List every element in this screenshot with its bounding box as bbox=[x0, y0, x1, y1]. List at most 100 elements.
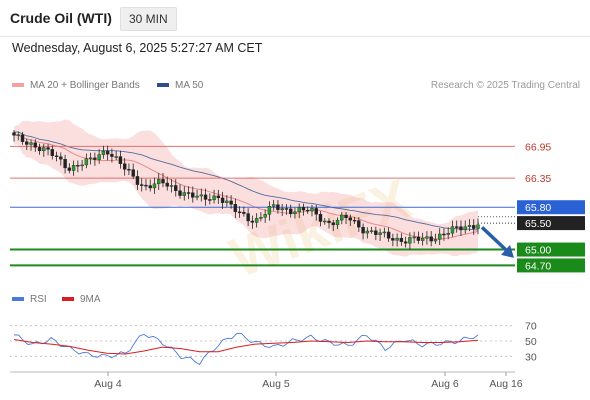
candle-body bbox=[191, 192, 195, 198]
candle-body bbox=[382, 231, 387, 234]
ma20-line bbox=[13, 134, 479, 240]
candle-body bbox=[306, 209, 310, 212]
candle-body bbox=[442, 233, 446, 236]
candle-body bbox=[20, 134, 25, 142]
candle-body bbox=[301, 207, 306, 211]
candle-body bbox=[263, 214, 267, 218]
candle-body bbox=[408, 237, 412, 244]
candle-body bbox=[297, 207, 301, 213]
candle-body bbox=[267, 206, 272, 215]
candle-body bbox=[161, 179, 165, 184]
datetime-label: Wednesday, August 6, 2025 5:27:27 AM CET bbox=[12, 41, 263, 55]
candle-body bbox=[254, 218, 259, 223]
candle-body bbox=[42, 147, 46, 152]
candle-body bbox=[395, 237, 399, 241]
candle-body bbox=[403, 241, 408, 244]
candle-body bbox=[450, 226, 455, 234]
instrument-title: Crude Oil (WTI) bbox=[10, 10, 112, 26]
projection-arrow-head bbox=[501, 244, 514, 258]
candle-body bbox=[88, 157, 93, 160]
candle-body bbox=[59, 156, 63, 160]
candle-body bbox=[157, 179, 161, 185]
x-axis-tick-label: Aug 16 bbox=[489, 378, 522, 390]
candle-body bbox=[361, 226, 365, 234]
candle-body bbox=[131, 169, 135, 177]
candle-body bbox=[97, 154, 101, 160]
candle-body bbox=[284, 208, 289, 210]
candle-body bbox=[276, 204, 280, 211]
candle-body bbox=[399, 237, 404, 242]
candle-body bbox=[105, 151, 110, 155]
candle-body bbox=[63, 159, 67, 169]
candle-body bbox=[237, 211, 242, 214]
candle-body bbox=[80, 164, 84, 167]
candle-body bbox=[174, 185, 178, 191]
candle-body bbox=[84, 158, 89, 166]
candle-body bbox=[476, 224, 480, 229]
last-price-label: 65.50 bbox=[525, 218, 551, 230]
candle-body bbox=[169, 185, 174, 187]
candle-body bbox=[114, 156, 118, 158]
pivot-label-box bbox=[517, 200, 585, 215]
candle-body bbox=[110, 153, 114, 157]
rsi-ma-swatch bbox=[62, 297, 74, 302]
candle-body bbox=[93, 157, 97, 160]
rsi-legend-label: RSI bbox=[30, 294, 47, 305]
candle-body bbox=[429, 236, 433, 242]
candle-body bbox=[365, 230, 370, 234]
candle-body bbox=[318, 214, 323, 222]
rsi-tick-label: 70 bbox=[525, 321, 537, 333]
candle-body bbox=[178, 190, 182, 196]
candle-body bbox=[54, 155, 59, 157]
candle-body bbox=[472, 225, 476, 229]
candle-body bbox=[165, 182, 169, 187]
rsi-swatch bbox=[12, 297, 24, 302]
candle-body bbox=[25, 141, 29, 145]
support-label-box bbox=[517, 258, 585, 273]
x-axis-tick-label: Aug 5 bbox=[262, 378, 290, 390]
candle-body bbox=[459, 226, 463, 231]
rsi-tick-label: 50 bbox=[525, 336, 537, 348]
support-label-box bbox=[517, 242, 585, 257]
candle-body bbox=[425, 236, 429, 239]
candle-body bbox=[186, 192, 191, 194]
candle-body bbox=[212, 195, 216, 201]
support-label: 64.70 bbox=[525, 260, 551, 272]
resistance-label: 66.95 bbox=[525, 141, 551, 153]
candle-body bbox=[386, 231, 391, 239]
last-price-box bbox=[517, 216, 585, 231]
candle-body bbox=[412, 236, 416, 239]
candle-body bbox=[122, 163, 127, 170]
ma50-line bbox=[13, 131, 479, 231]
candle-body bbox=[246, 213, 250, 222]
candle-body bbox=[208, 199, 212, 201]
candle-body bbox=[12, 132, 16, 136]
candle-body bbox=[76, 165, 80, 167]
candle-body bbox=[71, 165, 76, 171]
ma50-swatch bbox=[157, 83, 169, 88]
candle-body bbox=[335, 219, 340, 226]
candle-body bbox=[416, 236, 421, 241]
rsi-tick-label: 30 bbox=[525, 351, 537, 363]
candle-body bbox=[314, 208, 318, 215]
candle-body bbox=[271, 204, 276, 207]
ma50-legend-label: MA 50 bbox=[175, 80, 204, 91]
legend-ma50: MA 50 bbox=[157, 80, 203, 91]
candle-body bbox=[233, 204, 238, 213]
candle-body bbox=[242, 211, 246, 214]
x-axis-tick-label: Aug 4 bbox=[94, 378, 122, 390]
candle-body bbox=[463, 226, 467, 231]
candle-body bbox=[50, 149, 55, 156]
candle-body bbox=[33, 142, 37, 148]
candle-body bbox=[369, 230, 374, 232]
candle-body bbox=[148, 185, 152, 189]
candle-body bbox=[446, 232, 450, 235]
candle-body bbox=[250, 220, 255, 223]
candle-body bbox=[357, 220, 361, 228]
candle-body bbox=[46, 147, 50, 150]
candle-body bbox=[37, 147, 42, 152]
candle-body bbox=[144, 184, 148, 187]
candle-body bbox=[391, 238, 395, 241]
timeframe-button[interactable]: 30 MIN bbox=[120, 7, 177, 31]
